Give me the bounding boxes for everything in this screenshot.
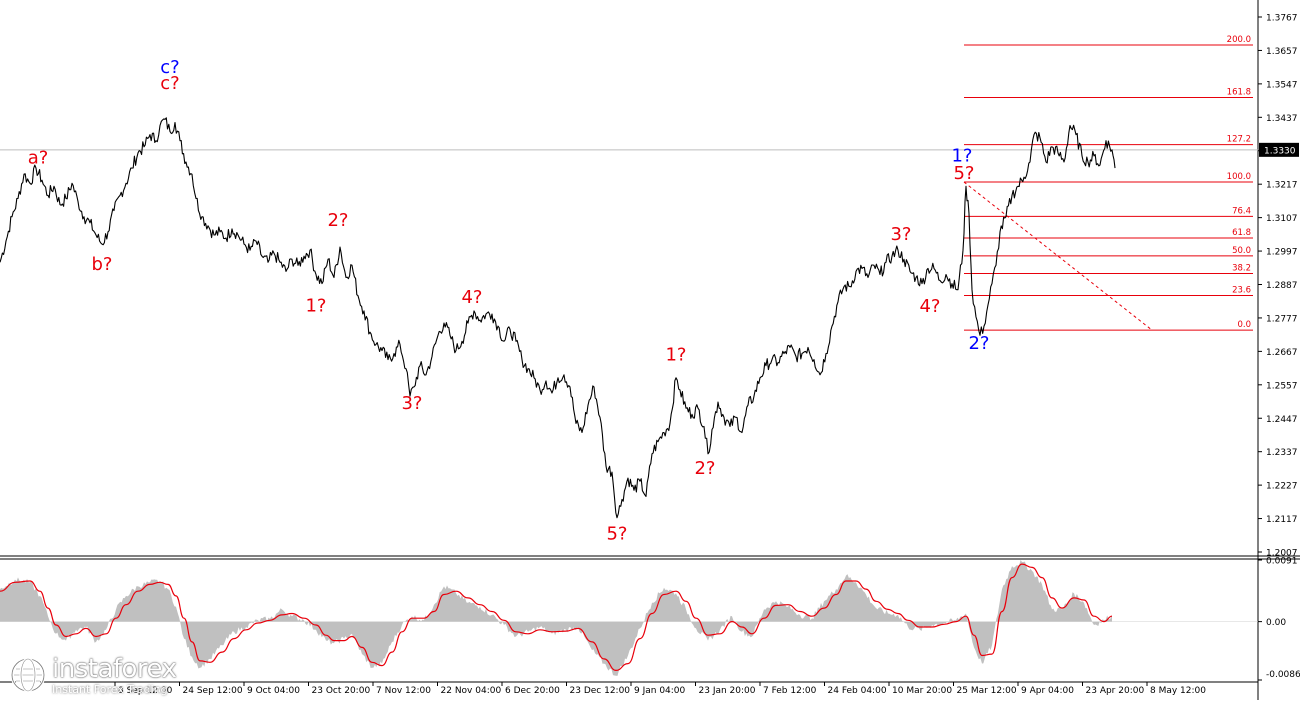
price-tick-label: 1.3547 [1266, 80, 1298, 90]
current-price-label: 1.3330 [1264, 146, 1296, 156]
price-tick-label: 1.2557 [1266, 381, 1298, 391]
oscillator-histogram [0, 560, 1112, 676]
watermark-tagline: Instant Forex Trading [52, 682, 168, 696]
wave-label: 5? [953, 163, 974, 184]
price-axis: 1.37671.36571.35471.34371.33271.32171.31… [1258, 14, 1300, 681]
time-tick-label: 7 Nov 12:00 [376, 686, 431, 696]
time-axis: 8 Sep 12:00 24 Sep 12:00 9 Oct 04:00 23 Oct… [114, 682, 1206, 696]
fib-level-label: 100.0 [1227, 172, 1251, 182]
time-tick-label: 8 Sep 12:00 [118, 686, 173, 696]
time-tick-label: 23 Dec 12:00 [570, 686, 631, 696]
oscillator-tick-label: -0.00862 [1266, 670, 1300, 680]
fib-trendline [963, 181, 1153, 331]
time-tick-label: 24 Sep 12:00 [183, 686, 243, 696]
wave-label: 2? [327, 210, 348, 231]
time-tick-label: 9 Oct 04:00 [247, 686, 300, 696]
wave-label: 4? [461, 287, 482, 308]
time-tick-label: 24 Feb 04:00 [828, 686, 887, 696]
time-tick-label: 7 Feb 12:00 [763, 686, 817, 696]
wave-label: 3? [890, 224, 911, 245]
fib-level-label: 38.2 [1232, 264, 1251, 274]
time-tick-label: 23 Oct 20:00 [312, 686, 371, 696]
globe-logo-icon [10, 657, 46, 693]
wave-label: 4? [919, 296, 940, 317]
wave-label: c? [160, 73, 179, 94]
wave-labels: a?b?c?c?2?1?3?4?5?1?2?3?4?5?1?2? [28, 57, 990, 544]
time-tick-label: 6 Dec 20:00 [505, 686, 560, 696]
fib-level-label: 0.0 [1237, 320, 1251, 330]
fib-level-label: 61.8 [1232, 228, 1251, 238]
wave-label: 1? [305, 296, 326, 317]
fibonacci-levels: 200.0 161.8 127.2 100.0 76.4 61.8 50.0 38.2 23.6… [963, 35, 1253, 331]
time-tick-label: 10 Mar 20:00 [892, 686, 952, 696]
wave-label: 1? [665, 344, 686, 365]
time-tick-label: 23 Apr 20:00 [1086, 686, 1145, 696]
fib-level-label: 127.2 [1227, 135, 1251, 145]
time-tick-label: 22 Nov 04:00 [441, 686, 502, 696]
price-tick-label: 1.2007 [1266, 549, 1298, 559]
fib-level-label: 23.6 [1232, 285, 1251, 295]
oscillator-signal-line [0, 563, 1113, 672]
wave-label: 2? [694, 458, 715, 479]
time-tick-label: 9 Jan 04:00 [634, 686, 686, 696]
price-tick-label: 1.2777 [1266, 314, 1298, 324]
price-tick-label: 1.2337 [1266, 448, 1298, 458]
fib-level-label: 50.0 [1232, 246, 1251, 256]
wave-label: b? [92, 254, 113, 275]
price-tick-label: 1.3217 [1266, 181, 1298, 191]
time-tick-label: 23 Jan 20:00 [699, 686, 756, 696]
price-series [0, 117, 1116, 519]
time-tick-label: 25 Mar 12:00 [957, 686, 1017, 696]
watermark: instaforex Instant Forex Trading [8, 652, 183, 698]
wave-label: 3? [401, 393, 422, 414]
price-tick-label: 1.3107 [1266, 214, 1298, 224]
fib-level-label: 200.0 [1227, 35, 1251, 45]
price-tick-label: 1.3657 [1266, 47, 1298, 57]
time-tick-label: 8 May 12:00 [1150, 686, 1206, 696]
price-tick-label: 1.3767 [1266, 14, 1298, 24]
price-tick-label: 1.2667 [1266, 348, 1298, 358]
time-tick-label: 9 Apr 04:00 [1021, 686, 1074, 696]
price-line [0, 117, 1116, 519]
price-tick-label: 1.2997 [1266, 248, 1298, 258]
fib-level-label: 161.8 [1227, 88, 1251, 98]
price-tick-label: 1.2227 [1266, 482, 1298, 492]
current-price-badge [1259, 142, 1299, 157]
fib-level-label: 76.4 [1232, 206, 1251, 216]
oscillator-tick-label: 0.00 [1266, 618, 1286, 628]
price-tick-label: 1.2887 [1266, 281, 1298, 291]
price-tick-label: 1.3437 [1266, 114, 1298, 124]
oscillator-panel [0, 560, 1258, 676]
price-tick-label: 1.2447 [1266, 415, 1298, 425]
wave-label: a? [28, 148, 49, 169]
price-tick-label: 1.2117 [1266, 515, 1298, 525]
wave-label: c? [160, 57, 179, 78]
watermark-brand: instaforex [52, 653, 177, 684]
wave-label: 5? [606, 524, 627, 545]
wave-label: 1? [951, 145, 972, 166]
oscillator-tick-label: 0.0091 [1266, 557, 1298, 567]
wave-label: 2? [968, 333, 989, 354]
